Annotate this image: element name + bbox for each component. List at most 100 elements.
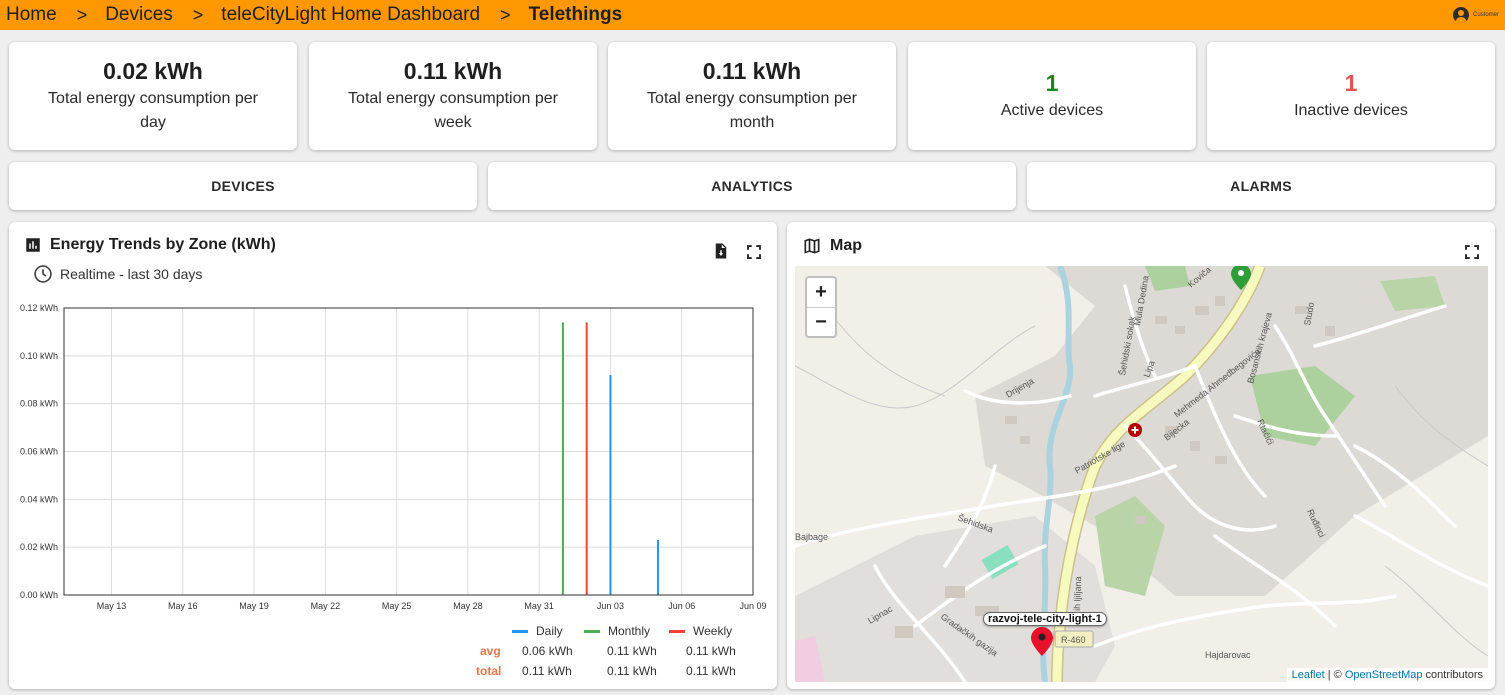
account-icon[interactable] bbox=[1452, 7, 1469, 23]
zoom-out-button[interactable]: − bbox=[807, 307, 835, 336]
leaflet-link[interactable]: Leaflet bbox=[1291, 669, 1325, 681]
map-marker-active bbox=[1231, 266, 1251, 290]
stat-value: 1 bbox=[1045, 69, 1059, 96]
stat-card-week: 0.11 kWh Total energy consumption per we… bbox=[309, 42, 597, 150]
legend-weekly[interactable]: Weekly bbox=[669, 624, 732, 638]
x-tick-label: May 28 bbox=[453, 601, 483, 611]
analytics-button[interactable]: ANALYTICS bbox=[488, 162, 1016, 210]
x-axis-ticks: May 13 May 16 May 19 May 22 May 25 May 28 May … bbox=[97, 601, 767, 611]
chart-bars bbox=[561, 322, 659, 595]
stat-label: Active devices bbox=[1000, 101, 1104, 119]
x-tick-label: May 13 bbox=[97, 601, 127, 611]
stat-card-active-devices: 1 Active devices bbox=[908, 42, 1196, 150]
bar-monthly bbox=[561, 322, 564, 595]
y-tick-label: 0.04 kWh bbox=[20, 494, 58, 504]
breadcrumb-home[interactable]: Home bbox=[6, 4, 57, 25]
marker-tooltip: razvoj-tele-city-light-1 bbox=[983, 612, 1107, 626]
legend-value: 0.11 kWh bbox=[607, 644, 657, 658]
bar-weekly bbox=[585, 322, 588, 595]
y-tick-label: 0.10 kWh bbox=[20, 351, 58, 361]
y-tick-label: 0.08 kWh bbox=[20, 399, 58, 409]
map-tiles[interactable]: Mehmeda Ahmedbegovića Drijenja Patriotsk… bbox=[795, 266, 1488, 682]
breadcrumb-devices[interactable]: Devices bbox=[105, 4, 173, 25]
energy-chart: 0.00 kWh 0.02 kWh 0.04 kWh 0.06 kWh 0.08 kWh… bbox=[20, 303, 767, 611]
park-area bbox=[1095, 496, 1165, 596]
map-label: Studo bbox=[1302, 301, 1316, 326]
stat-card-inactive-devices: 1 Inactive devices bbox=[1207, 42, 1495, 150]
devices-button[interactable]: DEVICES bbox=[9, 162, 477, 210]
legend-value: 0.11 kWh bbox=[522, 664, 572, 678]
export-file-icon[interactable] bbox=[712, 242, 730, 260]
legend-label: Weekly bbox=[693, 624, 733, 638]
zoom-in-button[interactable]: + bbox=[815, 281, 827, 303]
river bbox=[1040, 266, 1074, 682]
map-panel-title: Map bbox=[830, 237, 862, 254]
map-icon bbox=[804, 238, 820, 254]
breadcrumb-separator: > bbox=[500, 4, 511, 25]
x-tick-label: May 16 bbox=[168, 601, 198, 611]
legend-monthly[interactable]: Monthly bbox=[584, 624, 650, 638]
user-menu[interactable]: Customer bbox=[1452, 7, 1499, 23]
user-label: Customer bbox=[1472, 12, 1499, 18]
commercial-area bbox=[795, 636, 825, 682]
bar-daily bbox=[656, 539, 659, 595]
osm-link[interactable]: OpenStreetMap bbox=[1344, 669, 1423, 681]
breadcrumb-dashboard[interactable]: teleCityLight Home Dashboard bbox=[221, 4, 481, 25]
chart-legend: Daily Monthly Weekly avg 0.06 kWh 0.11 k… bbox=[470, 624, 770, 684]
legend-value: 0.11 kWh bbox=[607, 664, 657, 678]
fullscreen-icon[interactable] bbox=[1463, 243, 1481, 261]
x-tick-label: May 25 bbox=[382, 601, 412, 611]
clock-icon bbox=[34, 265, 52, 283]
timewindow-label: Realtime - last 30 days bbox=[60, 266, 203, 282]
legend-value: 0.11 kWh bbox=[686, 644, 736, 658]
map-label: Bajbage bbox=[795, 532, 828, 542]
legend-swatch-monthly bbox=[584, 629, 600, 633]
park-area bbox=[1380, 276, 1445, 311]
park-area bbox=[1250, 366, 1355, 446]
y-tick-label: 0.00 kWh bbox=[20, 590, 58, 600]
legend-value: 0.11 kWh bbox=[686, 664, 736, 678]
legend-label: Daily bbox=[536, 624, 563, 638]
map-label: ih ljiljana bbox=[1072, 576, 1083, 611]
legend-value: 0.06 kWh bbox=[522, 644, 573, 658]
chart-panel-title: Energy Trends by Zone (kWh) bbox=[50, 236, 276, 253]
legend-daily[interactable]: Daily bbox=[512, 624, 563, 638]
legend-label: Monthly bbox=[608, 624, 651, 638]
streets bbox=[795, 284, 1488, 682]
fullscreen-icon[interactable] bbox=[745, 243, 763, 261]
breadcrumb-current: Telethings bbox=[528, 4, 623, 25]
map-panel-header: Map bbox=[802, 236, 862, 256]
stat-card-day: 0.02 kWh Total energy consumption per da… bbox=[9, 42, 297, 150]
sports-area bbox=[981, 544, 1019, 580]
attribution-suffix: contributors bbox=[1422, 669, 1483, 681]
breadcrumb-separator: > bbox=[192, 4, 204, 25]
x-tick-label: May 19 bbox=[239, 601, 269, 611]
map-marker-inactive bbox=[1031, 627, 1053, 656]
stat-label: Total energy consumption per month bbox=[647, 89, 857, 131]
breadcrumb-separator: > bbox=[76, 4, 88, 25]
stat-label: Total energy consumption per week bbox=[348, 89, 558, 131]
map-label: Hajdarovac bbox=[1205, 650, 1251, 660]
stat-value: 0.11 kWh bbox=[702, 57, 802, 84]
attribution-sep: | © bbox=[1324, 669, 1345, 681]
stat-label: Total energy consumption per day bbox=[48, 89, 258, 131]
chart-panel-header: Energy Trends by Zone (kWh) bbox=[24, 236, 276, 254]
y-tick-label: 0.12 kWh bbox=[20, 303, 58, 313]
breadcrumb: Home > Devices > teleCityLight Home Dash… bbox=[0, 0, 622, 30]
x-tick-label: Jun 09 bbox=[739, 601, 766, 611]
map-view[interactable]: Mehmeda Ahmedbegovića Drijenja Patriotsk… bbox=[795, 266, 1488, 682]
x-tick-label: Jun 06 bbox=[668, 601, 695, 611]
chart-grid bbox=[64, 307, 754, 596]
top-bar: Home > Devices > teleCityLight Home Dash… bbox=[0, 0, 1505, 30]
road-shield bbox=[1054, 630, 1094, 648]
timewindow[interactable]: Realtime - last 30 days bbox=[33, 264, 202, 284]
map-label: R-460 bbox=[1061, 635, 1086, 645]
alarms-button[interactable]: ALARMS bbox=[1027, 162, 1495, 210]
zoom-control: + − bbox=[805, 276, 837, 338]
main-road bbox=[1052, 266, 1265, 682]
stat-label: Inactive devices bbox=[1294, 101, 1408, 119]
bar-chart-icon bbox=[26, 238, 40, 252]
hospital-icon bbox=[1128, 423, 1142, 437]
energy-trends-panel bbox=[9, 222, 777, 689]
buildings bbox=[895, 296, 1335, 638]
